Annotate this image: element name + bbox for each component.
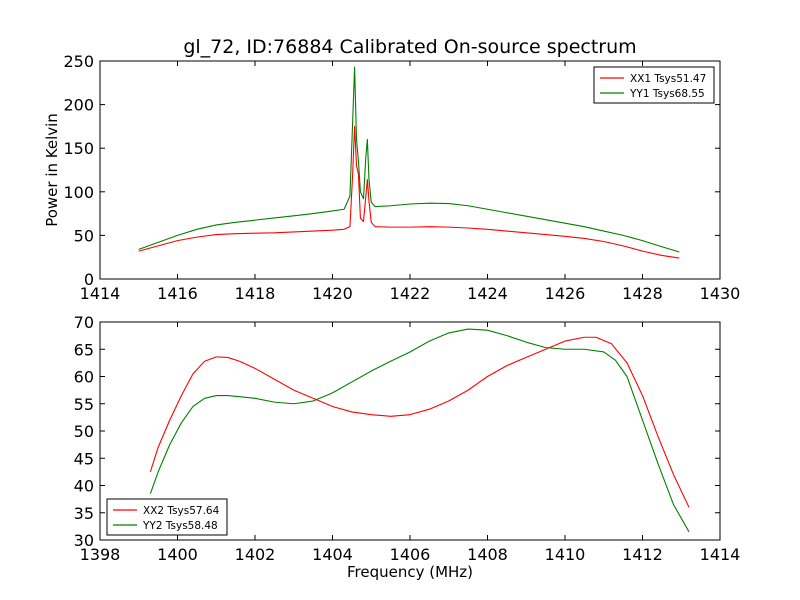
y-tick-label: 70 [74,313,94,332]
legend-label: XX1 Tsys51.47 [630,73,706,85]
plot-bottom-xx2-yy2: 1398 1400 1402 1404 1406 1408 1410 1412 1414 30 35… [74,313,741,581]
y-tick-label: 150 [63,139,94,158]
y-tick-label: 0 [84,270,94,289]
x-tick-label: 1402 [235,545,276,564]
y-tick-label: 50 [74,422,94,441]
series-line-3 [149,336,690,508]
y-tick-label: 200 [63,96,94,115]
legend-label: XX2 Tsys57.64 [143,505,220,517]
x-tick-label: 1420 [312,284,353,303]
y-tick-label: 55 [74,395,94,414]
series-line-1 [138,125,680,259]
y-tick-label: 50 [74,226,94,245]
y-axis-label: Power in Kelvin [43,113,61,227]
x-tick-label: 1424 [467,284,508,303]
series-line-2 [138,66,680,253]
x-tick-label: 1422 [390,284,431,303]
x-axis-label: Frequency (MHz) [347,563,473,581]
y-tick-label: 100 [63,183,94,202]
x-tick-label: 1418 [235,284,276,303]
x-tick-label: 1426 [545,284,586,303]
y-tick-label: 250 [63,52,94,71]
legend-box [593,66,715,104]
legend-label: YY2 Tsys58.48 [142,520,218,532]
x-tick-label: 1398 [80,545,121,564]
x-tick-label: 1412 [622,545,663,564]
y-tick-label: 65 [74,340,94,359]
x-tick-label: 1408 [467,545,508,564]
x-tick-label: 1430 [700,284,741,303]
x-tick-label: 1428 [622,284,663,303]
x-tick-label: 1404 [312,545,353,564]
legend-box [106,498,228,536]
figure-title: gl_72, ID:76884 Calibrated On-source spe… [183,36,636,58]
x-tick-label: 1400 [157,545,198,564]
x-tick-label: 1410 [545,545,586,564]
y-tick-label: 30 [74,531,94,550]
x-tick-label: 1414 [80,284,121,303]
y-tick-label: 60 [74,368,94,387]
x-tick-label: 1416 [157,284,198,303]
y-tick-label: 35 [74,504,94,523]
x-tick-label: 1406 [390,545,431,564]
series-line-4 [149,328,690,533]
legend-label: YY1 Tsys68.55 [629,88,705,100]
y-tick-label: 45 [74,449,94,468]
y-tick-label: 40 [74,477,94,496]
plot-top-xx1-yy1: 1414 1416 1418 1420 1422 1424 1426 1428 1430 0 50 1… [43,52,740,303]
x-tick-label: 1414 [700,545,741,564]
